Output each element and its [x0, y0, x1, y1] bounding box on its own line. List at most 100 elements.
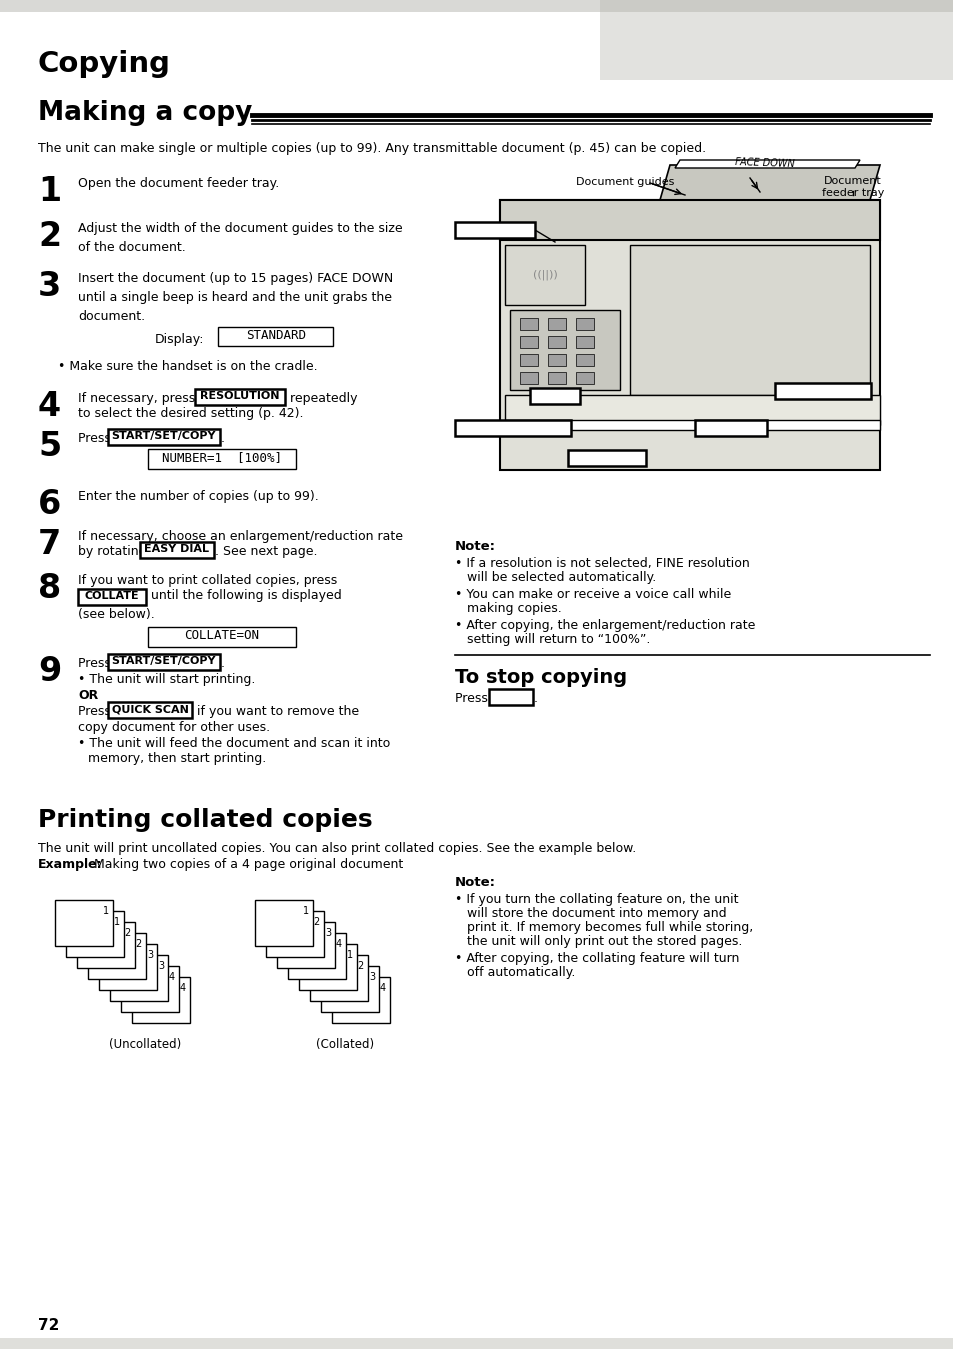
Text: COLLATE: COLLATE [703, 422, 758, 432]
Text: print it. If memory becomes full while storing,: print it. If memory becomes full while s… [467, 921, 753, 934]
Bar [530, 389, 579, 403]
Text: Making a copy: Making a copy [38, 100, 253, 125]
Text: If you want to print collated copies, press: If you want to print collated copies, pr… [78, 575, 337, 587]
Bar [519, 353, 537, 366]
Text: (Collated): (Collated) [315, 1037, 374, 1051]
Bar [320, 966, 378, 1012]
Text: The unit will print uncollated copies. You can also print collated copies. See t: The unit will print uncollated copies. Y… [38, 842, 636, 855]
Bar [576, 336, 594, 348]
Text: will store the document into memory and: will store the document into memory and [467, 907, 726, 920]
Bar [576, 353, 594, 366]
Text: to select the desired setting (p. 42).: to select the desired setting (p. 42). [78, 407, 303, 420]
Text: 1: 1 [38, 175, 61, 208]
Text: the unit will only print out the stored pages.: the unit will only print out the stored … [467, 935, 741, 948]
Text: 1: 1 [302, 907, 309, 916]
Polygon shape [659, 165, 879, 200]
Text: Display:: Display: [154, 333, 204, 345]
Text: 3: 3 [325, 928, 331, 938]
Bar [504, 246, 584, 305]
Text: FACE DOWN: FACE DOWN [734, 156, 794, 169]
Text: 2: 2 [135, 939, 142, 948]
Text: 8: 8 [38, 572, 61, 604]
Text: If necessary, press: If necessary, press [78, 393, 199, 405]
Text: • If a resolution is not selected, FINE resolution: • If a resolution is not selected, FINE … [455, 557, 749, 571]
Text: EASY DIAL: EASY DIAL [144, 544, 210, 554]
Text: Printing collated copies: Printing collated copies [38, 808, 373, 832]
Bar [99, 944, 157, 990]
Bar [218, 326, 333, 345]
Bar [629, 246, 869, 395]
Text: 4: 4 [169, 973, 174, 982]
Text: COLLATE: COLLATE [85, 591, 139, 602]
Text: (Uncollated): (Uncollated) [109, 1037, 181, 1051]
Bar [254, 900, 313, 946]
Bar [298, 944, 356, 990]
Text: Press: Press [455, 692, 492, 706]
Text: will be selected automatically.: will be selected automatically. [467, 571, 656, 584]
Text: • Make sure the handset is on the cradle.: • Make sure the handset is on the cradle… [58, 360, 317, 374]
Text: making copies.: making copies. [467, 602, 561, 615]
Text: 4: 4 [38, 390, 61, 424]
Text: START/SET/COPY: START/SET/COPY [460, 422, 565, 432]
Bar [0, 1338, 953, 1349]
Text: by rotating: by rotating [78, 545, 151, 558]
Text: QUICK SCAN: QUICK SCAN [456, 224, 533, 233]
Text: Document
feeder tray: Document feeder tray [821, 175, 883, 197]
Text: • The unit will feed the document and scan it into: • The unit will feed the document and sc… [78, 737, 390, 750]
Text: EASY DIAL: EASY DIAL [574, 452, 639, 461]
Bar [504, 420, 879, 430]
Text: .: . [221, 657, 225, 670]
Text: 2: 2 [38, 220, 61, 254]
Text: • After copying, the collating feature will turn: • After copying, the collating feature w… [455, 952, 739, 965]
Bar [55, 900, 112, 946]
Bar [121, 966, 179, 1012]
Bar [66, 911, 124, 956]
Text: COLLATE=ON: COLLATE=ON [184, 629, 259, 642]
Polygon shape [675, 161, 859, 169]
Text: Enter the number of copies (up to 99).: Enter the number of copies (up to 99). [78, 490, 318, 503]
Text: NUMBER=1  [100%]: NUMBER=1 [100%] [162, 451, 282, 464]
Text: 7: 7 [38, 527, 61, 561]
Text: 4: 4 [335, 939, 341, 948]
Text: 2: 2 [314, 917, 319, 927]
Text: 72: 72 [38, 1318, 59, 1333]
Bar [332, 977, 390, 1023]
Text: . See next page.: . See next page. [214, 545, 317, 558]
Bar [519, 318, 537, 331]
Text: 4: 4 [180, 983, 186, 993]
Bar [547, 318, 565, 331]
Text: Insert the document (up to 15 pages) FACE DOWN
until a single beep is heard and : Insert the document (up to 15 pages) FAC… [78, 272, 393, 322]
Bar [88, 934, 146, 979]
Text: .: . [534, 692, 537, 706]
Text: copy document for other uses.: copy document for other uses. [78, 720, 270, 734]
Text: ((||)): ((||)) [532, 270, 557, 281]
Bar [489, 689, 533, 706]
Bar [774, 383, 870, 399]
Text: 2: 2 [357, 960, 364, 971]
Text: Note:: Note: [455, 876, 496, 889]
Bar [266, 911, 324, 956]
Text: Adjust the width of the document guides to the size
of the document.: Adjust the width of the document guides … [78, 223, 402, 254]
Bar [547, 372, 565, 384]
Bar [276, 921, 335, 969]
Text: 1: 1 [347, 950, 353, 960]
Bar [108, 701, 192, 718]
Bar [77, 921, 135, 969]
Text: 3: 3 [147, 950, 152, 960]
Text: RESOLUTION: RESOLUTION [782, 384, 862, 395]
Text: 6: 6 [38, 488, 61, 521]
Bar [576, 372, 594, 384]
Text: • You can make or receive a voice call while: • You can make or receive a voice call w… [455, 588, 731, 602]
Text: START/SET/COPY: START/SET/COPY [112, 656, 216, 666]
Bar [455, 420, 571, 436]
Text: Press: Press [78, 657, 114, 670]
Text: To stop copying: To stop copying [455, 668, 626, 687]
Bar [510, 310, 619, 390]
Text: Press: Press [78, 706, 114, 718]
Bar [499, 200, 879, 469]
Bar [132, 977, 190, 1023]
Text: RESOLUTION: RESOLUTION [200, 391, 279, 401]
Text: 3: 3 [157, 960, 164, 971]
Text: Copying: Copying [38, 50, 171, 78]
Text: if you want to remove the: if you want to remove the [193, 706, 358, 718]
